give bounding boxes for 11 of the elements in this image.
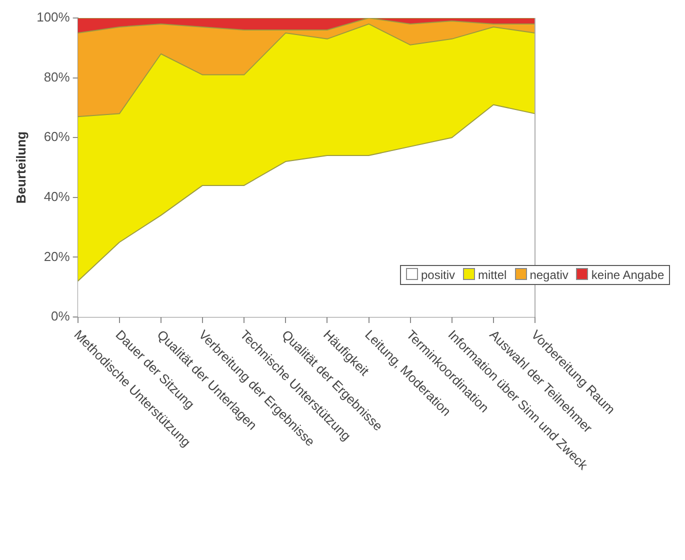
- legend-label: keine Angabe: [590, 268, 664, 282]
- y-tick-label: 20%: [44, 248, 70, 264]
- y-tick-label: 60%: [44, 129, 70, 144]
- y-tick-label: 80%: [44, 69, 70, 84]
- y-tick-label: 40%: [44, 188, 70, 204]
- legend-label: mittel: [477, 268, 507, 282]
- y-tick-label: 0%: [51, 308, 70, 324]
- legend-label: negativ: [528, 268, 568, 282]
- y-tick-label: 100%: [36, 10, 70, 25]
- series-label: positiv: [420, 268, 456, 282]
- y-axis-title: Beurteilung: [13, 131, 28, 204]
